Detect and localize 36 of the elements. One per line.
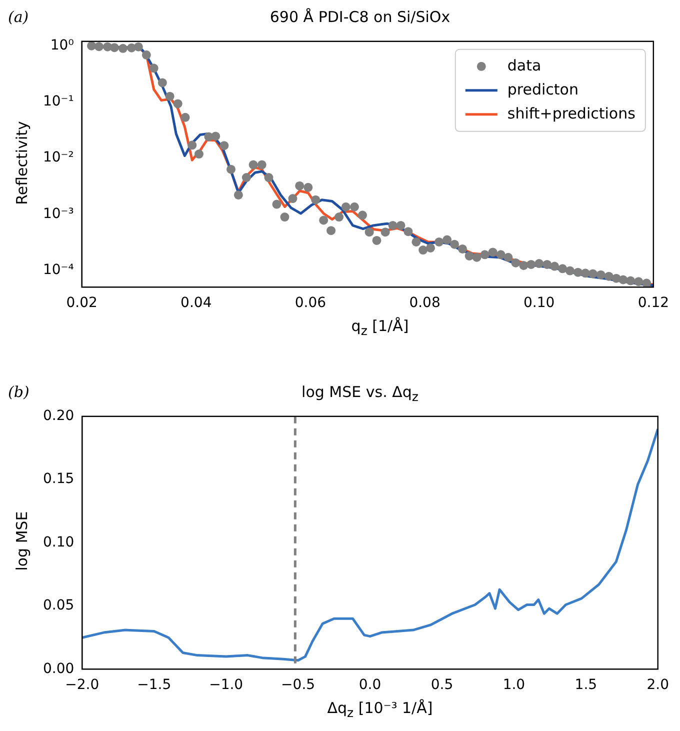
y-tick-label: 0.10 — [43, 534, 74, 550]
x-tick-label: 0.08 — [409, 295, 440, 312]
y-axis-title: log MSE — [13, 511, 31, 571]
x-tick-label: 2.0 — [646, 677, 669, 694]
y-tick-label: 10⁻¹ — [42, 94, 74, 110]
y-tick-label: 10⁰ — [50, 37, 74, 54]
y-tick-label: 0.00 — [43, 660, 74, 677]
x-tick-label: −1.5 — [137, 677, 172, 694]
text: (b) — [8, 383, 30, 401]
x-tick-label: 0.5 — [430, 677, 454, 694]
x-tick-label: 0.0 — [358, 677, 382, 694]
text: (a) — [8, 8, 29, 26]
x-axis-title: Δq$_{z}$ [10⁻³ 1/Å] — [326, 699, 434, 720]
x-tick-label: −1.0 — [209, 677, 244, 694]
y-tick-label: 0.20 — [43, 408, 74, 424]
y-tick-label: 0.15 — [43, 471, 74, 488]
y-tick-label: 10⁻² — [42, 150, 74, 166]
x-tick-label: 0.12 — [638, 295, 669, 312]
x-axis-title: q$_{z}$ [1/Å] — [350, 317, 410, 338]
legend-label: shift+predictions — [507, 104, 636, 122]
x-tick-label: 1.5 — [574, 677, 598, 694]
chart-title: 690 Å PDI-C8 on Si/SiOx — [268, 8, 452, 26]
x-tick-label: 0.04 — [180, 295, 212, 312]
y-tick-label: 10⁻³ — [42, 206, 74, 222]
legend-label: predicton — [507, 80, 578, 98]
x-tick-label: 0.02 — [66, 295, 98, 312]
y-tick-label: 0.05 — [43, 598, 74, 614]
y-axis-title: Reflectivity — [13, 120, 31, 204]
legend-label: data — [507, 56, 542, 74]
x-tick-label: 1.0 — [502, 677, 526, 694]
y-tick-label: 10⁻⁴ — [42, 262, 74, 278]
x-tick-label: −2.0 — [65, 677, 100, 694]
x-tick-label: 0.06 — [294, 295, 326, 312]
x-tick-label: −0.5 — [281, 677, 316, 694]
chart-title: log MSE vs. Δq$_{z}$ — [300, 383, 420, 404]
x-tick-label: 0.10 — [524, 295, 555, 312]
